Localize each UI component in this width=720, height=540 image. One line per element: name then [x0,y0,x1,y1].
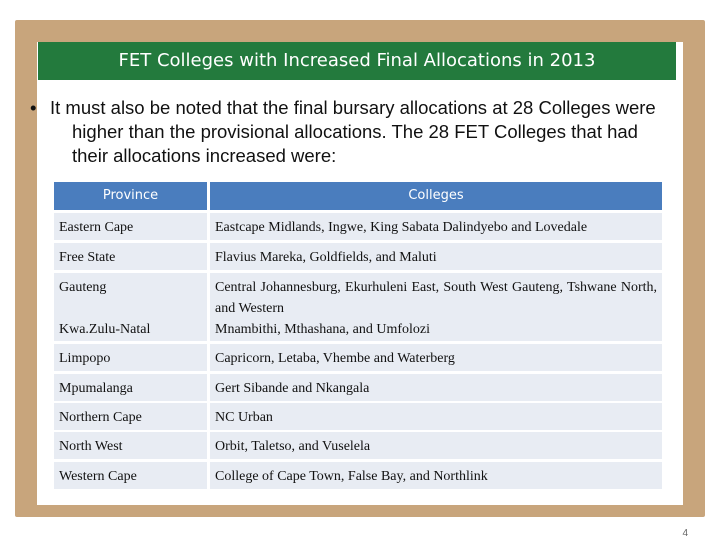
table-row: Northern Cape NC Urban [54,403,662,430]
table-row: Gauteng Kwa.Zulu-Natal Central Johannesb… [54,273,662,341]
table-row: North West Orbit, Taletso, and Vuselela [54,432,662,459]
province-cell: Western Cape [54,462,207,489]
table-row: Western Cape College of Cape Town, False… [54,462,662,489]
province-cell: Gauteng [59,280,107,295]
bullet-icon: • [30,97,37,118]
header-colleges: Colleges [210,182,662,210]
province-cell: Free State [54,243,207,270]
province-cell: Limpopo [54,344,207,371]
colleges-cell: Central Johannesburg, Ekurhuleni East, S… [215,280,657,316]
page-number: 4 [682,528,688,539]
table-row: Mpumalanga Gert Sibande and Nkangala [54,374,662,401]
bullet-text: It must also be noted that the final bur… [50,97,656,166]
colleges-cell: NC Urban [210,403,662,430]
colleges-cell: Flavius Mareka, Goldfields, and Maluti [210,243,662,270]
province-cell: Northern Cape [54,403,207,430]
table-row: Eastern Cape Eastcape Midlands, Ingwe, K… [54,213,662,240]
colleges-cell: Orbit, Taletso, and Vuselela [210,432,662,459]
table-row: Limpopo Capricorn, Letaba, Vhembe and Wa… [54,344,662,371]
slide-title: FET Colleges with Increased Final Alloca… [38,42,676,80]
colleges-cell-group: Central Johannesburg, Ekurhuleni East, S… [210,273,662,341]
province-cell-group: Gauteng Kwa.Zulu-Natal [54,273,207,341]
table-header-row: Province Colleges [54,182,662,210]
province-cell: Eastern Cape [54,213,207,240]
colleges-cell: College of Cape Town, False Bay, and Nor… [210,462,662,489]
colleges-table: Province Colleges Eastern Cape Eastcape … [54,182,662,489]
colleges-cell: Mnambithi, Mthashana, and Umfolozi [215,322,431,337]
table-row: Free State Flavius Mareka, Goldfields, a… [54,243,662,270]
province-cell: Mpumalanga [54,374,207,401]
spacer [59,298,202,319]
province-cell: Kwa.Zulu-Natal [59,322,151,337]
colleges-cell: Gert Sibande and Nkangala [210,374,662,401]
province-cell: North West [54,432,207,459]
header-province: Province [54,182,207,210]
colleges-cell: Eastcape Midlands, Ingwe, King Sabata Da… [210,213,662,240]
colleges-cell: Capricorn, Letaba, Vhembe and Waterberg [210,344,662,371]
